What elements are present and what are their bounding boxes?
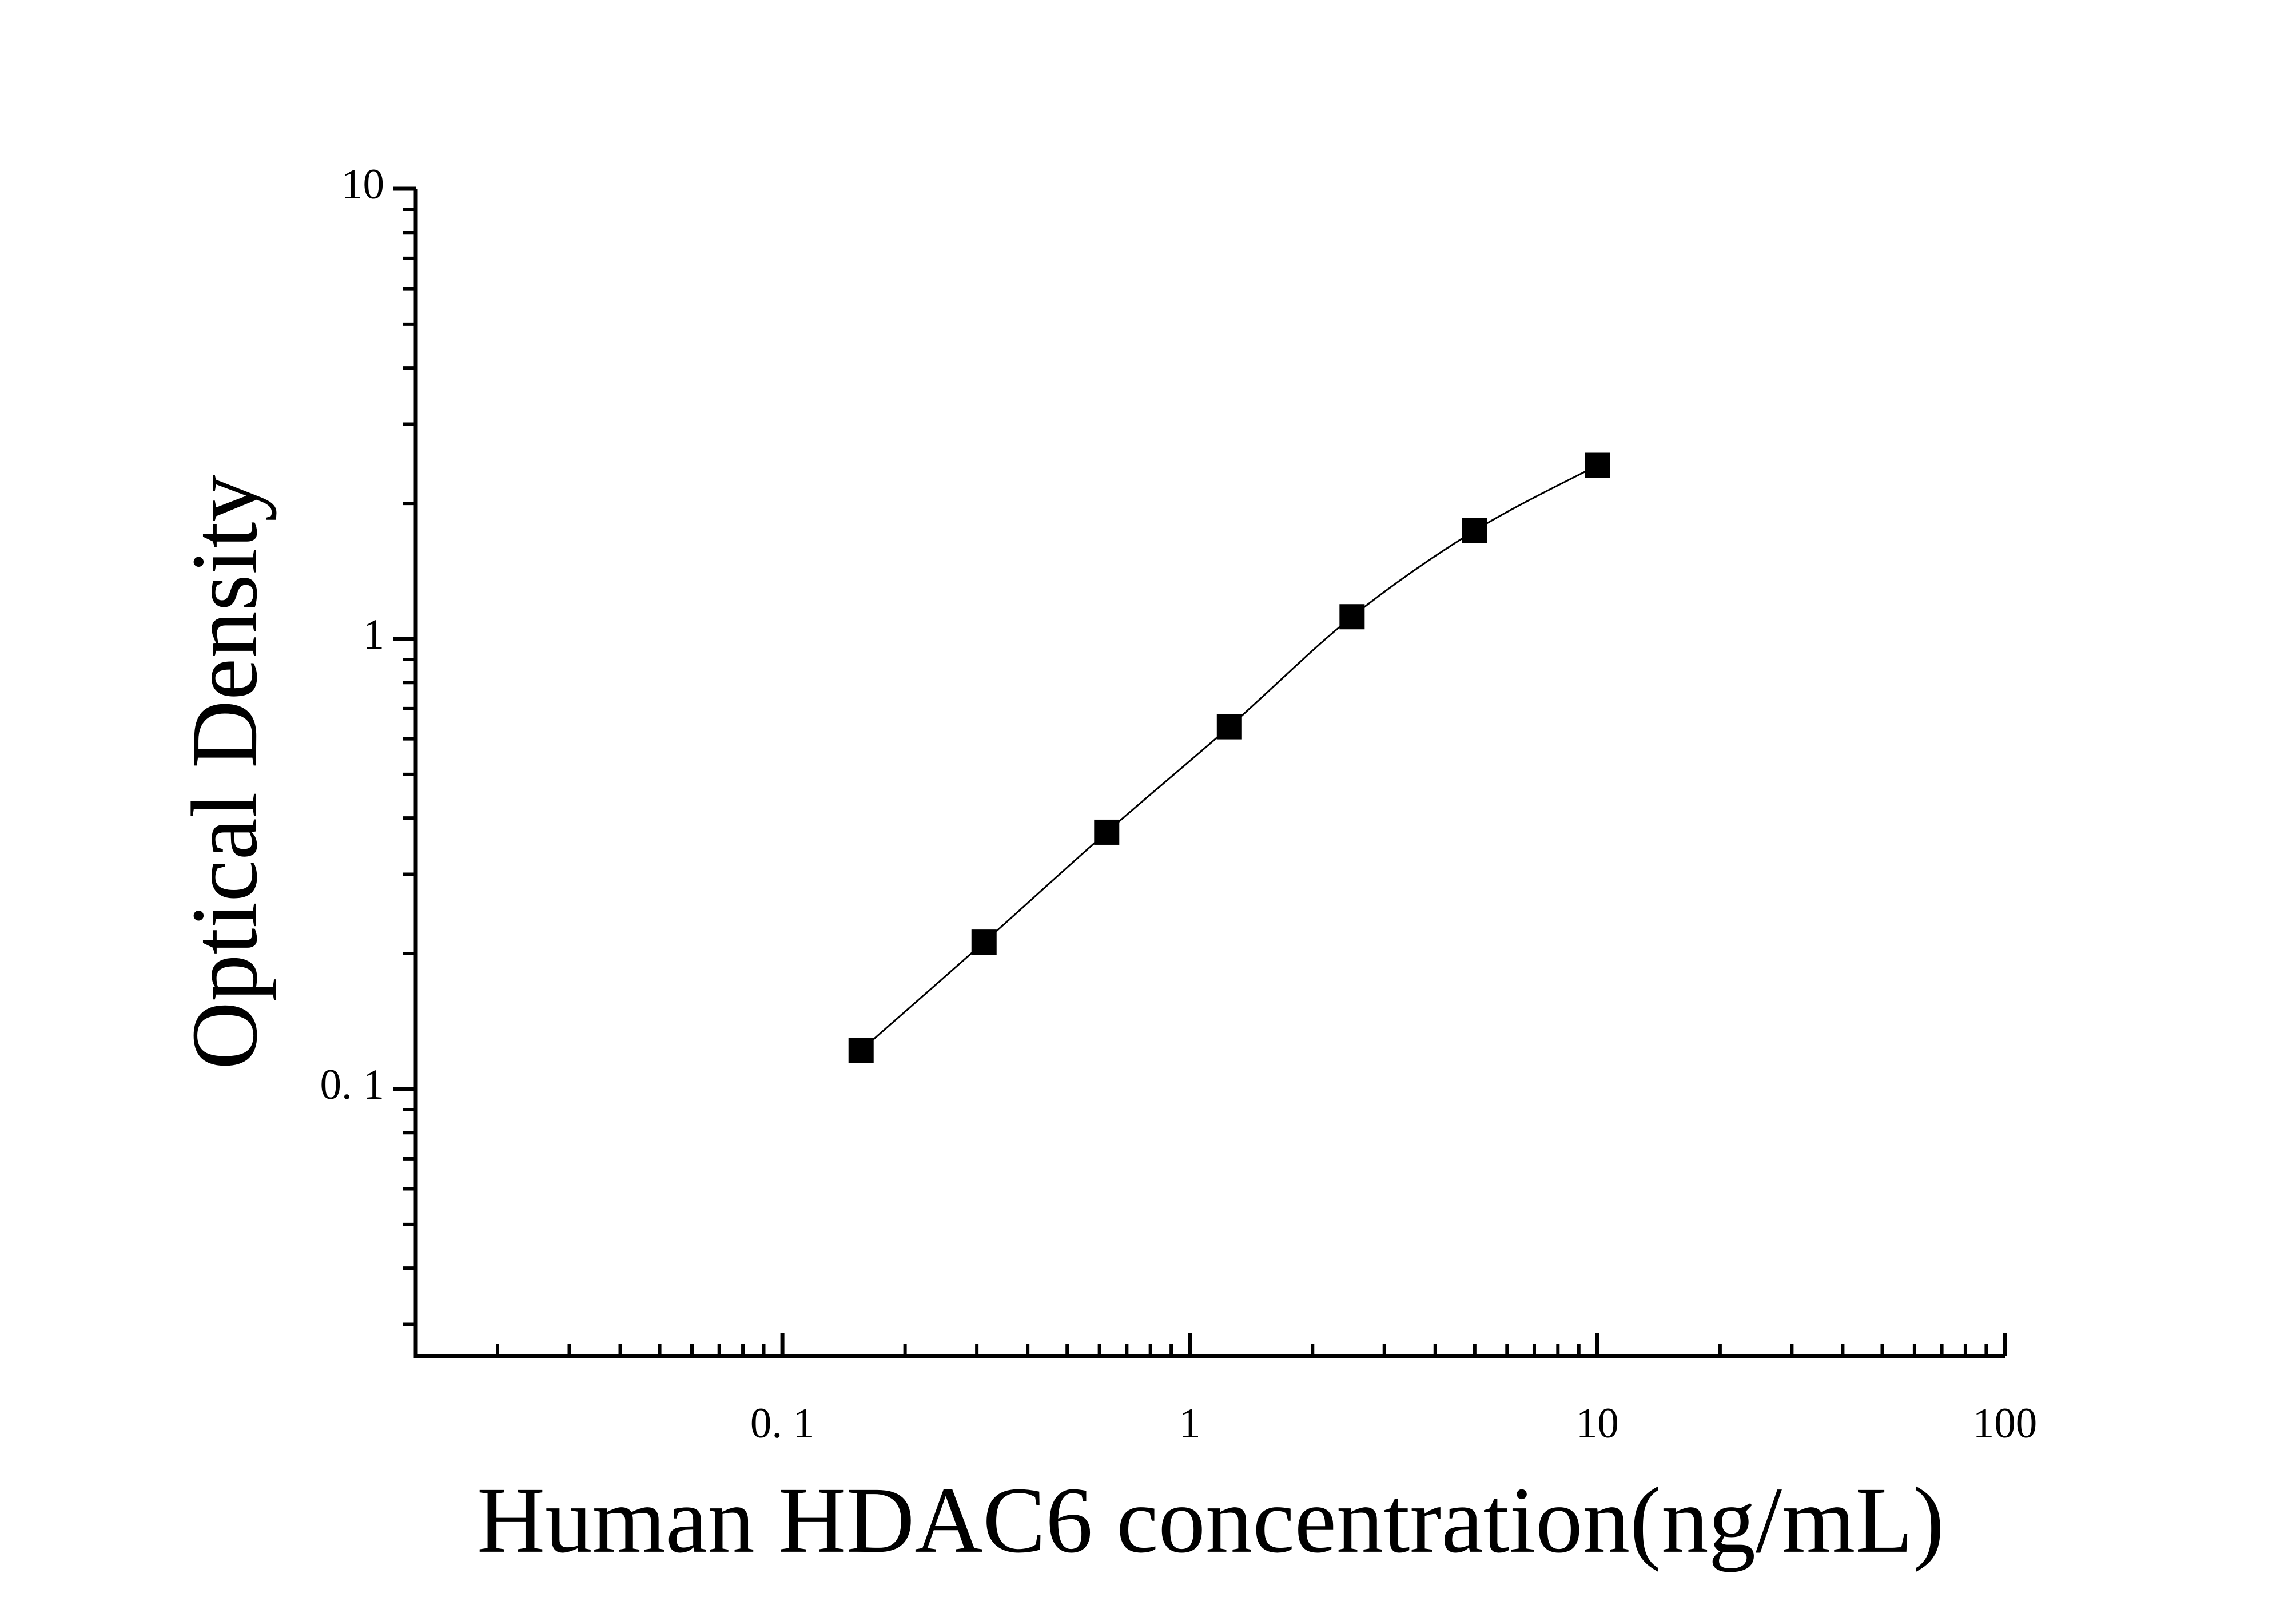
- y-tick-label: 1: [363, 611, 385, 658]
- point: [1094, 819, 1120, 845]
- x-tick-label: 100: [1973, 1400, 2038, 1447]
- y-tick-label: 0. 1: [320, 1061, 385, 1109]
- point: [1216, 714, 1242, 740]
- point: [1462, 518, 1487, 543]
- point: [848, 1037, 874, 1063]
- y-tick-label: 10: [341, 161, 384, 208]
- point: [1585, 452, 1610, 478]
- point: [1339, 604, 1365, 630]
- point: [971, 929, 997, 955]
- y-axis-title: Optical Density: [172, 475, 277, 1070]
- x-tick-label: 0. 1: [750, 1400, 815, 1447]
- x-tick-label: 10: [1576, 1400, 1619, 1447]
- x-axis-title: Human HDAC6 concentration(ng/mL): [477, 1468, 1944, 1572]
- x-tick-label: 1: [1179, 1400, 1201, 1447]
